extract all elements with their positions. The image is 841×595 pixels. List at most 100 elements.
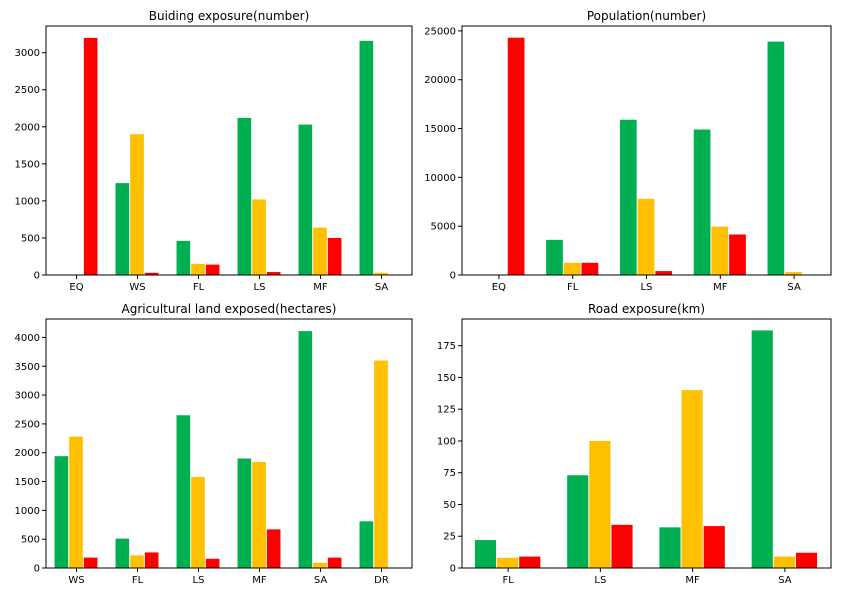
bar-fl-amber bbox=[497, 557, 519, 568]
bar-mf-red bbox=[327, 237, 342, 275]
y-tick-label: 10000 bbox=[424, 173, 456, 184]
bar-mf-green bbox=[237, 458, 252, 568]
plot-frame bbox=[45, 318, 413, 569]
bar-eq-red bbox=[83, 37, 98, 275]
y-tick-label: 500 bbox=[21, 535, 40, 546]
x-tick-label: WS bbox=[68, 575, 84, 586]
bar-mf-amber bbox=[711, 226, 729, 275]
y-tick-label: 25 bbox=[443, 532, 456, 543]
bar-sa-amber bbox=[374, 272, 388, 275]
bar-fl-amber bbox=[563, 262, 581, 275]
y-tick-label: 1500 bbox=[15, 477, 40, 488]
chart-title: Population(number) bbox=[587, 9, 706, 23]
bar-ls-red bbox=[266, 272, 281, 275]
x-tick-label: FL bbox=[567, 282, 579, 293]
y-tick-label: 3000 bbox=[15, 391, 40, 402]
bar-ls-green bbox=[567, 475, 589, 568]
bar-mf-green bbox=[659, 527, 681, 568]
bar-ls-amber bbox=[191, 476, 205, 568]
y-tick-label: 175 bbox=[437, 341, 456, 352]
chart-panel-1: Buiding exposure(number) EQ WS FL LS MF SA 0 500… bbox=[15, 9, 413, 293]
bar-mf-amber bbox=[681, 390, 703, 568]
bar-fl-green bbox=[546, 239, 563, 275]
y-tick-label: 3000 bbox=[15, 48, 40, 59]
y-tick-label: 0 bbox=[450, 564, 456, 575]
x-tick-label: LS bbox=[594, 575, 606, 586]
bar-ls-green bbox=[619, 119, 637, 275]
x-tick-label: FL bbox=[132, 575, 144, 586]
x-tick-label: SA bbox=[787, 282, 801, 293]
bar-mf-green bbox=[298, 124, 313, 275]
y-tick-label: 15000 bbox=[424, 124, 456, 135]
plot-frame bbox=[45, 25, 413, 276]
bar-sa-amber bbox=[785, 272, 802, 275]
y-tick-label: 1000 bbox=[15, 196, 40, 207]
y-tick-label: 2500 bbox=[15, 419, 40, 430]
bar-sa-green bbox=[751, 330, 773, 568]
bar-ls-red bbox=[205, 558, 220, 568]
y-tick-label: 0 bbox=[34, 271, 40, 282]
bar-ls-amber bbox=[252, 199, 266, 275]
bar-sa-red bbox=[795, 552, 818, 568]
bar-fl-green bbox=[115, 538, 130, 568]
x-tick-label: MF bbox=[685, 575, 700, 586]
x-tick-label: LS bbox=[641, 282, 653, 293]
bar-ws-green bbox=[115, 183, 130, 275]
chart-title: Road exposure(km) bbox=[588, 302, 705, 316]
bar-ls-amber bbox=[589, 440, 611, 568]
y-tick-label: 125 bbox=[437, 405, 456, 416]
bar-ls-amber bbox=[637, 198, 655, 275]
plot-frame bbox=[461, 25, 832, 276]
x-tick-label: DR bbox=[374, 575, 389, 586]
x-tick-label: EQ bbox=[492, 282, 506, 293]
y-tick-label: 3500 bbox=[15, 362, 40, 373]
bar-ls-green bbox=[237, 117, 252, 276]
x-tick-label: FL bbox=[502, 575, 514, 586]
bar-fl-amber bbox=[191, 263, 205, 275]
bar-ls-red bbox=[611, 524, 633, 568]
bar-fl-red bbox=[519, 556, 541, 568]
x-tick-label: WS bbox=[129, 282, 145, 293]
bar-mf-red bbox=[266, 529, 281, 568]
bar-sa-amber bbox=[773, 556, 795, 568]
x-tick-label: SA bbox=[778, 575, 792, 586]
chart-title: Agricultural land exposed(hectares) bbox=[122, 302, 337, 316]
y-tick-label: 2000 bbox=[15, 448, 40, 459]
y-tick-label: 2500 bbox=[15, 85, 40, 96]
x-tick-label: MF bbox=[713, 282, 728, 293]
bar-fl-red bbox=[144, 552, 159, 568]
bar-fl-amber bbox=[130, 555, 144, 568]
y-tick-label: 20000 bbox=[424, 75, 456, 86]
bar-mf-red bbox=[703, 526, 725, 568]
x-tick-label: FL bbox=[193, 282, 205, 293]
chart-title: Buiding exposure(number) bbox=[149, 9, 310, 23]
bar-ws-amber bbox=[130, 134, 144, 275]
chart-panel-3: Agricultural land exposed(hectares) WS FL L… bbox=[15, 302, 413, 586]
x-tick-label: EQ bbox=[69, 282, 83, 293]
chart-panel-4: Road exposure(km) FL LS MF SA 0 25 50 75 100 125 15… bbox=[437, 302, 832, 586]
bar-fl-green bbox=[474, 540, 497, 568]
bar-ls-red bbox=[655, 271, 673, 275]
x-tick-label: SA bbox=[375, 282, 389, 293]
bar-mf-amber bbox=[252, 461, 266, 568]
bar-mf-red bbox=[729, 234, 746, 275]
y-tick-label: 2000 bbox=[15, 122, 40, 133]
x-tick-label: SA bbox=[314, 575, 328, 586]
bar-ws-red bbox=[83, 557, 98, 568]
bar-sa-green bbox=[359, 40, 374, 276]
y-tick-label: 1000 bbox=[15, 506, 40, 517]
y-tick-label: 50 bbox=[443, 500, 456, 511]
bar-mf-green bbox=[693, 129, 711, 275]
plot-frame bbox=[461, 318, 832, 569]
bar-ws-amber bbox=[69, 436, 83, 568]
y-tick-label: 0 bbox=[34, 564, 40, 575]
bar-ls-green bbox=[176, 415, 191, 568]
bar-sa-red bbox=[327, 557, 342, 568]
bar-sa-green bbox=[767, 41, 785, 275]
bar-eq-red bbox=[507, 37, 525, 275]
y-tick-label: 1500 bbox=[15, 159, 40, 170]
y-tick-label: 75 bbox=[443, 468, 456, 479]
y-tick-label: 5000 bbox=[431, 222, 456, 233]
y-tick-label: 500 bbox=[21, 233, 40, 244]
